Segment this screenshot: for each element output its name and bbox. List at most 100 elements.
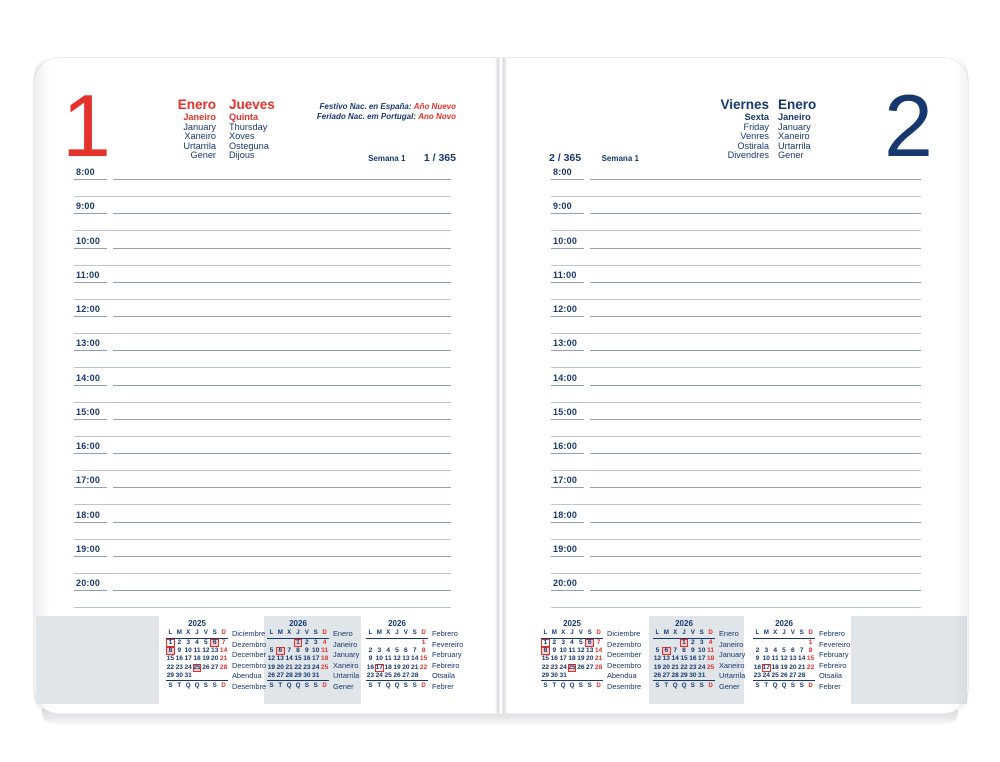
cal-day: 25	[384, 671, 392, 679]
cal-footer-letter: S	[210, 679, 220, 690]
cal-day: 11	[193, 647, 201, 655]
cal-month-label: December	[607, 650, 642, 660]
cal-day: 28	[798, 671, 806, 679]
cal-day-letter: X	[558, 629, 568, 639]
half-hour-line	[551, 401, 921, 403]
day-name: Osteguna	[229, 140, 269, 151]
day-name: Venres	[740, 131, 769, 142]
cal-day: 5	[395, 647, 399, 655]
time-label-underline	[74, 418, 107, 420]
time-label-underline	[74, 213, 107, 215]
cal-footer-letter: S	[697, 679, 707, 690]
cal-day: 11	[771, 655, 779, 663]
cal-day: 30	[175, 671, 183, 679]
cal-day: 23	[175, 663, 183, 671]
cal-day: 11	[707, 647, 715, 655]
hour-line	[590, 590, 921, 591]
cal-day: 27	[211, 663, 219, 671]
cal-day: 7	[412, 647, 417, 655]
hour-line	[113, 555, 451, 557]
cal-day: 27	[276, 671, 284, 679]
mini-calendar-december-right: 2025 L M X J V S D 1 2 3 4 5 6 7 8 9 10 11 12 13 14 15 16 17 18 19…	[541, 619, 641, 701]
cal-grid: L M X J V S D 1 2 3 4 5 6 7 8 9 10 11 12 13 14 15 16 17 18 19 20 21…	[653, 629, 716, 690]
cal-month-labels: Febrero Fevereiro February Febreiro Otsaila F…	[819, 629, 850, 693]
cal-day-letter: D	[806, 629, 816, 639]
time-slot: 20:00	[74, 578, 451, 612]
cal-day: 16	[175, 655, 183, 663]
month-name: Janeiro	[183, 112, 216, 122]
time-slot: 13:00	[74, 338, 451, 372]
cal-month-label: February	[819, 650, 849, 660]
cal-day: 31	[184, 671, 192, 679]
mini-calendar-february-left: 2026 L M X J V S D 1 2 3 4 5 6 7 8 9 10 11 12 13 14 15 16 17 18 19…	[366, 619, 463, 701]
cal-footer-letter: S	[788, 679, 798, 690]
month-names-left: Enero Janeiro January Xaneiro Urtarrila Gener	[134, 98, 216, 161]
cal-day: 4	[708, 639, 713, 646]
time-slot: 20:00	[551, 578, 921, 612]
half-hour-line	[551, 435, 921, 437]
time-label-underline	[551, 521, 584, 523]
cal-day: 13	[211, 647, 219, 655]
cal-footer-letter: S	[753, 679, 762, 690]
cal-day: 30	[689, 671, 697, 679]
cal-day-letter: M	[549, 629, 559, 639]
cal-day: 13	[662, 655, 670, 663]
cal-day: 9	[305, 647, 309, 655]
cal-day	[320, 672, 329, 680]
day-name: Viernes	[720, 97, 769, 112]
side-panel-left	[36, 616, 159, 704]
diary-book: 1 Enero Janeiro January Xaneiro Urtarrila Gen…	[33, 57, 969, 714]
cal-day-letter: X	[183, 629, 193, 639]
cal-day: 2	[368, 647, 373, 655]
cal-day: 4	[386, 647, 390, 655]
time-slot: 12:00	[74, 304, 451, 338]
week-info-right: 2 / 365 Semana 1	[549, 148, 639, 166]
cal-grid: L M X J V S D 1 2 3 4 5 6 7 8 9 10 11 12 13 14 15 16 17 18 19 20 21…	[753, 629, 816, 690]
hour-line	[113, 316, 451, 317]
cal-month-label: January	[719, 650, 746, 660]
cal-day: 12	[780, 655, 788, 663]
cal-footer-letter: D	[594, 679, 604, 690]
half-hour-line	[74, 470, 451, 471]
cal-month-label: Decembro	[232, 660, 267, 670]
cal-day	[585, 672, 594, 680]
cal-day: 13	[276, 655, 284, 663]
day-name: Dijous	[229, 150, 255, 161]
hour-line	[590, 179, 921, 180]
half-hour-line	[551, 572, 921, 574]
cal-day	[594, 672, 603, 680]
cal-day: 30	[303, 671, 311, 679]
cal-month-label: December	[232, 650, 267, 660]
hour-line	[113, 384, 451, 386]
day-names-right: Viernes Sexta Friday Venres Ostirala Divendre…	[669, 98, 769, 161]
half-hour-line	[74, 230, 451, 232]
cal-month-label: Febreiro	[432, 660, 460, 670]
cal-day: 28	[671, 671, 679, 679]
time-label: 17:00	[76, 475, 101, 486]
hour-line	[113, 590, 451, 591]
cal-day-letter: M	[275, 629, 285, 639]
cal-day: 15	[166, 655, 175, 663]
cal-day: 3	[186, 639, 190, 646]
cal-day: 6	[661, 647, 671, 656]
time-label-underline	[551, 247, 584, 249]
cal-day: 3	[561, 639, 565, 646]
cal-day: 31	[312, 671, 320, 679]
cal-day	[219, 672, 228, 680]
time-grid-left: 8:00 9:00 10:00 11:00 12:00 13:00 14:00 15:00 16…	[74, 167, 451, 613]
cal-day: 16	[366, 663, 375, 671]
cal-day-letter: V	[401, 629, 411, 639]
cal-day: 26	[780, 671, 788, 679]
cal-day: 29	[680, 671, 688, 679]
cal-day-letter: L	[653, 629, 662, 639]
half-hour-line	[551, 196, 921, 197]
cal-day: 14	[285, 655, 293, 663]
cal-day: 13	[586, 647, 594, 655]
cal-day: 20	[789, 663, 797, 671]
month-name: Enero	[778, 97, 817, 112]
cal-day: 14	[219, 647, 228, 655]
cal-month-labels: Diciembre Dezembro December Decembro Abendua…	[607, 629, 641, 693]
cal-day	[401, 639, 410, 647]
cal-day: 10	[559, 647, 567, 655]
cal-day: 16	[753, 663, 762, 671]
